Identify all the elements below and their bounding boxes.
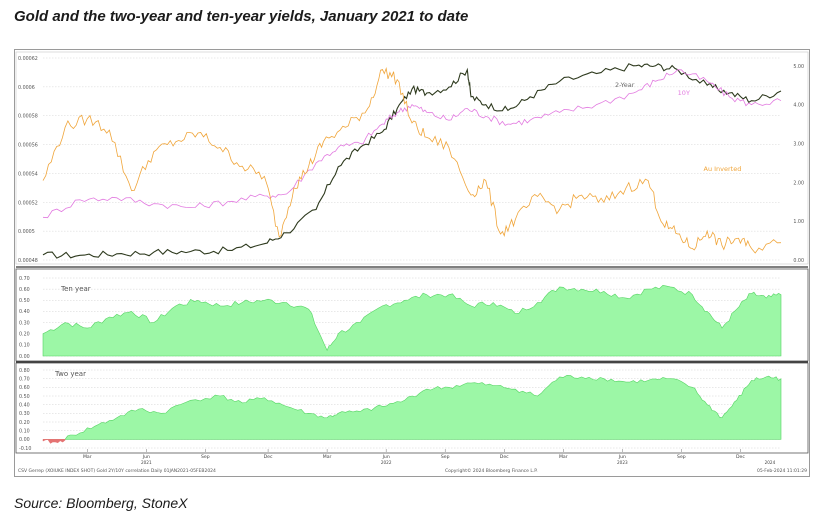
panel-axis-tick: 0.20: [19, 420, 30, 426]
two-year-area: [42, 374, 782, 444]
right-axis-tick: 0.00: [793, 258, 804, 264]
footer-left: CSV Gerrep (XOIUKE INDEX SHOT) Gold 2Y/1…: [18, 468, 216, 474]
x-axis-month-label: Jun: [618, 454, 626, 460]
panel-axis-tick: 0.40: [19, 402, 30, 408]
ten-year-correlation-area: [42, 284, 782, 357]
x-axis-month-label: Sep: [677, 454, 686, 460]
x-axis-month-label: Dec: [264, 454, 273, 460]
x-axis-year-label: 2023: [617, 460, 628, 465]
x-axis-month-label: Mar: [323, 454, 332, 460]
panel-frames: [15, 51, 809, 454]
top-series-lines: [42, 63, 782, 259]
panel-axis-tick: 0.00: [19, 437, 30, 443]
bottom-panel-frame: [15, 362, 809, 454]
panel-axis-tick: 0.60: [19, 287, 30, 293]
left-axis-tick: 0.00058: [18, 114, 38, 120]
gold-annotation: Au Inverted: [704, 165, 742, 173]
right-axis-tick: 3.00: [793, 141, 804, 147]
x-axis-month-label: Sep: [201, 454, 210, 460]
two-year-annotation: 2-Year: [615, 81, 635, 89]
tick-labels: 0.00062 0.0006 0.00058 0.00056 0.00054 0.0005…: [18, 56, 804, 465]
x-axis-month-label: Sep: [441, 454, 450, 460]
panel-axis-tick: 0.80: [19, 368, 30, 374]
x-axis-year-label: 2022: [381, 460, 392, 465]
gold-inverted-line: [42, 66, 782, 254]
left-axis-tick: 0.00048: [18, 258, 38, 264]
left-axis-tick: 0.0006: [18, 85, 35, 91]
panel-axis-tick: 0.70: [19, 276, 30, 282]
ten-year-area: [42, 284, 782, 357]
x-axis-month-label: Jun: [382, 454, 390, 460]
right-axis-tick: 5.00: [793, 64, 804, 70]
x-axis-year-label: 2024: [765, 460, 776, 465]
right-axis-tick: 4.00: [793, 103, 804, 109]
right-axis-tick: 1.00: [793, 219, 804, 225]
ten-year-annotation: 10Y: [678, 89, 690, 97]
panel-axis-tick: 0.50: [19, 394, 30, 400]
panel-axis-tick: 0.70: [19, 376, 30, 382]
chart-source: Source: Bloomberg, StoneX: [14, 495, 188, 511]
panel-axis-tick: 0.50: [19, 298, 30, 304]
panel-axis-tick: 0.40: [19, 309, 30, 315]
x-axis-month-label: Jun: [142, 454, 150, 460]
two-year-line: [42, 63, 782, 259]
x-axis-month-label: Mar: [83, 454, 92, 460]
left-axis-tick: 0.0005: [18, 229, 35, 235]
panel-axis-tick: -0.10: [19, 446, 31, 452]
panel-axis-tick: 0.10: [19, 428, 30, 434]
chart-title: Gold and the two-year and ten-year yield…: [14, 8, 469, 25]
panel-axis-tick: 0.20: [19, 332, 30, 338]
panel-axis-tick: 0.00: [19, 354, 30, 360]
chart-figure: 0.00062 0.0006 0.00058 0.00056 0.00054 0.0005…: [14, 49, 810, 477]
top-panel-frame: [15, 51, 809, 265]
left-axis-tick: 0.00062: [18, 56, 38, 62]
two-year-panel-label: Two year: [54, 370, 86, 378]
left-axis-tick: 0.00052: [18, 200, 38, 206]
panel-axis-tick: 0.30: [19, 320, 30, 326]
two-year-correlation-area-negative: [42, 439, 66, 444]
panel-axis-tick: 0.30: [19, 411, 30, 417]
middle-panel-frame: [15, 268, 809, 362]
x-axis-month-label: Dec: [736, 454, 745, 460]
x-axis-year-label: 2021: [141, 460, 152, 465]
panel-axis-tick: 0.10: [19, 343, 30, 349]
chart-svg: 0.000620.00060.000580.000560.000540.0005…: [15, 51, 809, 474]
footer-center: Copyright© 2024 Bloomberg Finance L.P.: [445, 467, 538, 474]
x-axis-month-label: Mar: [559, 454, 568, 460]
left-axis-tick: 0.00056: [18, 143, 38, 149]
footer-right: 05-Feb-2024 11:01:29: [757, 468, 807, 474]
ten-year-panel-label: Ten year: [60, 285, 91, 293]
left-axis-tick: 0.00054: [18, 171, 38, 177]
x-axis-month-label: Dec: [500, 454, 509, 460]
panel-axis-tick: 0.60: [19, 385, 30, 391]
ten-year-line: [42, 69, 782, 219]
two-year-correlation-area: [43, 374, 782, 440]
right-axis-tick: 2.00: [793, 180, 804, 186]
